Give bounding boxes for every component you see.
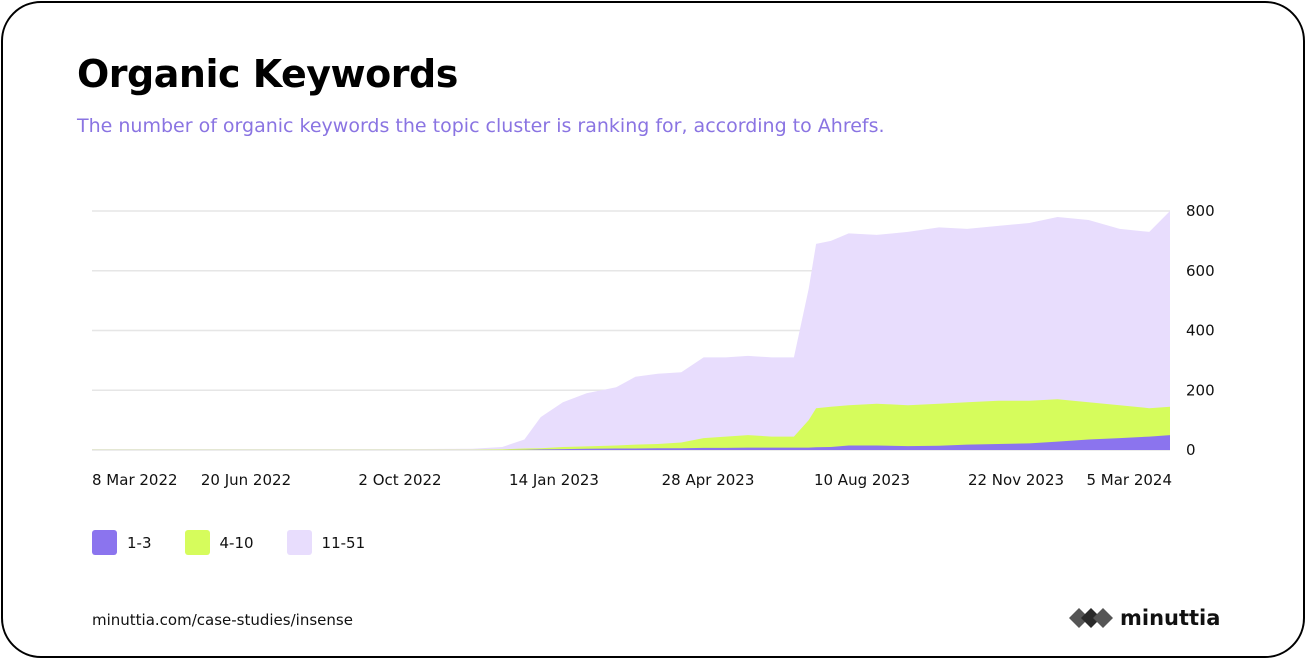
y-tick-label: 0 (1186, 441, 1196, 459)
x-tick-label: 10 Aug 2023 (814, 471, 910, 489)
x-tick-label: 20 Jun 2022 (201, 471, 291, 489)
page-title: Organic Keywords (77, 52, 458, 96)
legend-label-11-51: 11-51 (321, 533, 366, 552)
x-tick-label: 5 Mar 2024 (1086, 471, 1172, 489)
legend-item-1-3: 1-3 (92, 530, 152, 555)
page-subtitle: The number of organic keywords the topic… (77, 115, 885, 137)
series-area-1-3 (92, 435, 1170, 450)
footer-url-link[interactable]: minuttia.com/case-studies/insense (92, 611, 353, 629)
legend-swatch-1-3 (92, 530, 117, 555)
y-tick-label: 400 (1186, 322, 1215, 340)
legend-item-11-51: 11-51 (286, 530, 366, 555)
brand-name: minuttia (1120, 606, 1221, 630)
brand-logo: minuttia (1068, 606, 1220, 630)
legend-swatch-4-10 (184, 530, 210, 555)
x-tick-label: 14 Jan 2023 (509, 471, 599, 489)
chart-series (92, 211, 1170, 450)
legend-label-1-3: 1-3 (127, 533, 152, 552)
y-tick-label: 200 (1186, 381, 1215, 399)
series-area-4-10 (92, 399, 1170, 450)
x-tick-label: 2 Oct 2022 (358, 471, 441, 489)
chart-axes: 0 200 400 600 800 8 Mar 2022 20 Jun 2022 2 Oct … (92, 202, 1215, 489)
y-tick-label: 800 (1186, 202, 1215, 220)
chart-legend: 1-3 4-10 11-51 (92, 530, 398, 555)
legend-swatch-11-51 (286, 530, 312, 555)
legend-item-4-10: 4-10 (184, 530, 254, 555)
x-tick-label: 28 Apr 2023 (662, 471, 755, 489)
legend-label-4-10: 4-10 (219, 533, 254, 552)
x-tick-label: 8 Mar 2022 (92, 471, 178, 489)
x-tick-label: 22 Nov 2023 (968, 471, 1064, 489)
series-area-11-51 (92, 211, 1170, 450)
y-tick-label: 600 (1186, 262, 1215, 280)
minuttia-diamonds-logo-icon (1069, 608, 1113, 628)
